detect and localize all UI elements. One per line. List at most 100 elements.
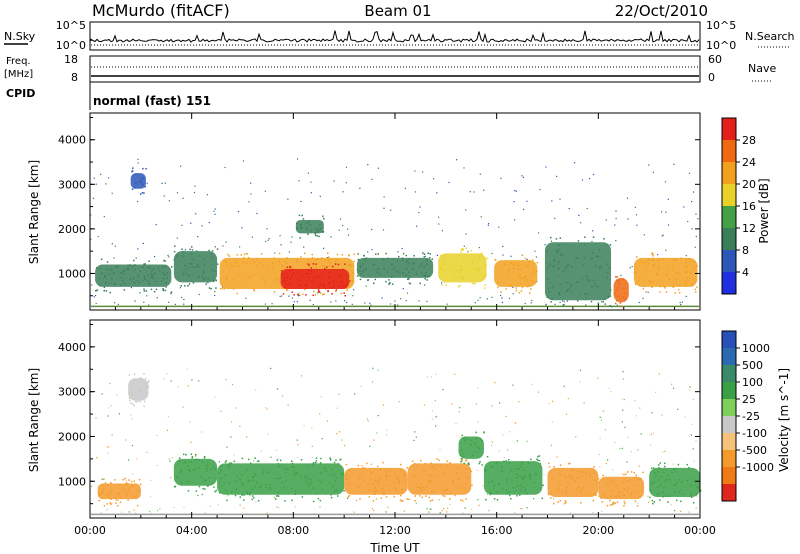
scatter-dot	[615, 210, 617, 212]
scatter-dot	[571, 469, 574, 472]
scatter-dot	[357, 464, 359, 467]
scatter-dot	[630, 451, 632, 453]
scatter-dot	[400, 463, 402, 466]
scatter-dot	[578, 214, 580, 216]
scatter-dot	[491, 444, 493, 446]
scatter-dot	[225, 379, 227, 381]
scatter-dot	[188, 274, 190, 277]
scatter-dot	[485, 498, 487, 501]
scatter-dot	[661, 211, 663, 213]
scatter-dot	[518, 277, 520, 279]
scatter-dot	[521, 477, 524, 479]
scatter-dot	[311, 253, 313, 256]
scatter-dot	[509, 285, 511, 287]
scatter-dot	[127, 268, 130, 271]
scatter-dot	[197, 265, 200, 268]
scatter-dot	[580, 502, 582, 504]
scatter-dot	[651, 286, 653, 288]
scatter-dot	[311, 457, 313, 459]
scatter-dot	[413, 475, 415, 477]
scatter-dot	[510, 469, 512, 472]
scatter-dot	[205, 470, 208, 472]
scatter-dot	[184, 285, 186, 287]
scatter-dot	[471, 508, 473, 510]
scatter-dot	[684, 416, 686, 418]
scatter-dot	[284, 467, 286, 470]
scatter-dot	[515, 190, 517, 192]
scatter-dot	[388, 283, 390, 285]
scatter-dot	[207, 485, 209, 487]
scatter-dot	[536, 458, 538, 460]
scatter-dot	[250, 182, 252, 184]
scatter-dot	[190, 441, 192, 443]
scatter-dot	[526, 285, 529, 288]
data-patch	[483, 461, 543, 495]
scatter-dot	[162, 288, 164, 290]
scatter-dot	[110, 482, 112, 484]
scatter-dot	[648, 501, 650, 503]
scatter-dot	[105, 290, 108, 292]
scatter-dot	[423, 274, 425, 276]
scatter-dot	[695, 291, 697, 293]
scatter-dot	[254, 473, 256, 476]
scatter-dot	[605, 462, 607, 465]
colorbar-swatch	[722, 382, 736, 400]
scatter-dot	[162, 277, 165, 280]
scatter-dot	[539, 189, 541, 191]
scatter-dot	[295, 472, 298, 474]
scatter-dot	[142, 177, 144, 179]
scatter-dot	[408, 258, 410, 260]
scatter-dot	[137, 158, 139, 160]
scatter-dot	[658, 373, 660, 375]
scatter-dot	[182, 197, 184, 199]
scatter-dot	[477, 299, 479, 301]
scatter-dot	[207, 282, 209, 284]
scatter-dot	[549, 263, 551, 266]
scatter-dot	[513, 201, 515, 203]
scatter-dot	[546, 278, 549, 280]
scatter-dot	[518, 468, 520, 470]
scatter-dot	[282, 395, 284, 397]
scatter-dot	[610, 391, 612, 393]
scatter-dot	[442, 489, 445, 492]
scatter-dot	[577, 300, 579, 302]
scatter-dot	[153, 272, 155, 275]
scatter-dot	[462, 278, 464, 280]
scatter-dot	[264, 190, 266, 192]
scatter-dot	[648, 164, 650, 166]
power-x-ticks	[89, 113, 701, 310]
scatter-dot	[568, 475, 571, 477]
scatter-dot	[465, 233, 467, 235]
scatter-dot	[518, 264, 520, 266]
scatter-dot	[564, 476, 567, 478]
scatter-dot	[99, 494, 101, 496]
scatter-dot	[551, 298, 553, 300]
scatter-dot	[421, 263, 423, 265]
scatter-dot	[674, 490, 676, 493]
scatter-dot	[519, 268, 521, 271]
scatter-dot	[111, 277, 113, 280]
scatter-dot	[687, 220, 689, 223]
scatter-dot	[528, 284, 530, 287]
scatter-dot	[125, 480, 127, 482]
scatter-dot	[459, 454, 462, 456]
scatter-dot	[342, 191, 344, 193]
scatter-dot	[274, 252, 276, 254]
scatter-dot	[186, 481, 188, 483]
scatter-dot	[412, 477, 414, 479]
scatter-dot	[347, 497, 349, 499]
scatter-dot	[285, 283, 287, 285]
scatter-dot	[447, 507, 449, 509]
scatter-dot	[129, 278, 132, 281]
scatter-dot	[501, 470, 503, 472]
scatter-dot	[241, 482, 243, 484]
scatter-dot	[436, 254, 438, 256]
scatter-dot	[453, 269, 455, 271]
scatter-dot	[625, 473, 627, 475]
noise-right-tick-low: 10^0	[706, 39, 736, 52]
scatter-dot	[399, 499, 402, 501]
scatter-dot	[133, 373, 136, 376]
scatter-dot	[561, 490, 563, 493]
scatter-dot	[416, 486, 419, 489]
scatter-dot	[413, 439, 415, 441]
